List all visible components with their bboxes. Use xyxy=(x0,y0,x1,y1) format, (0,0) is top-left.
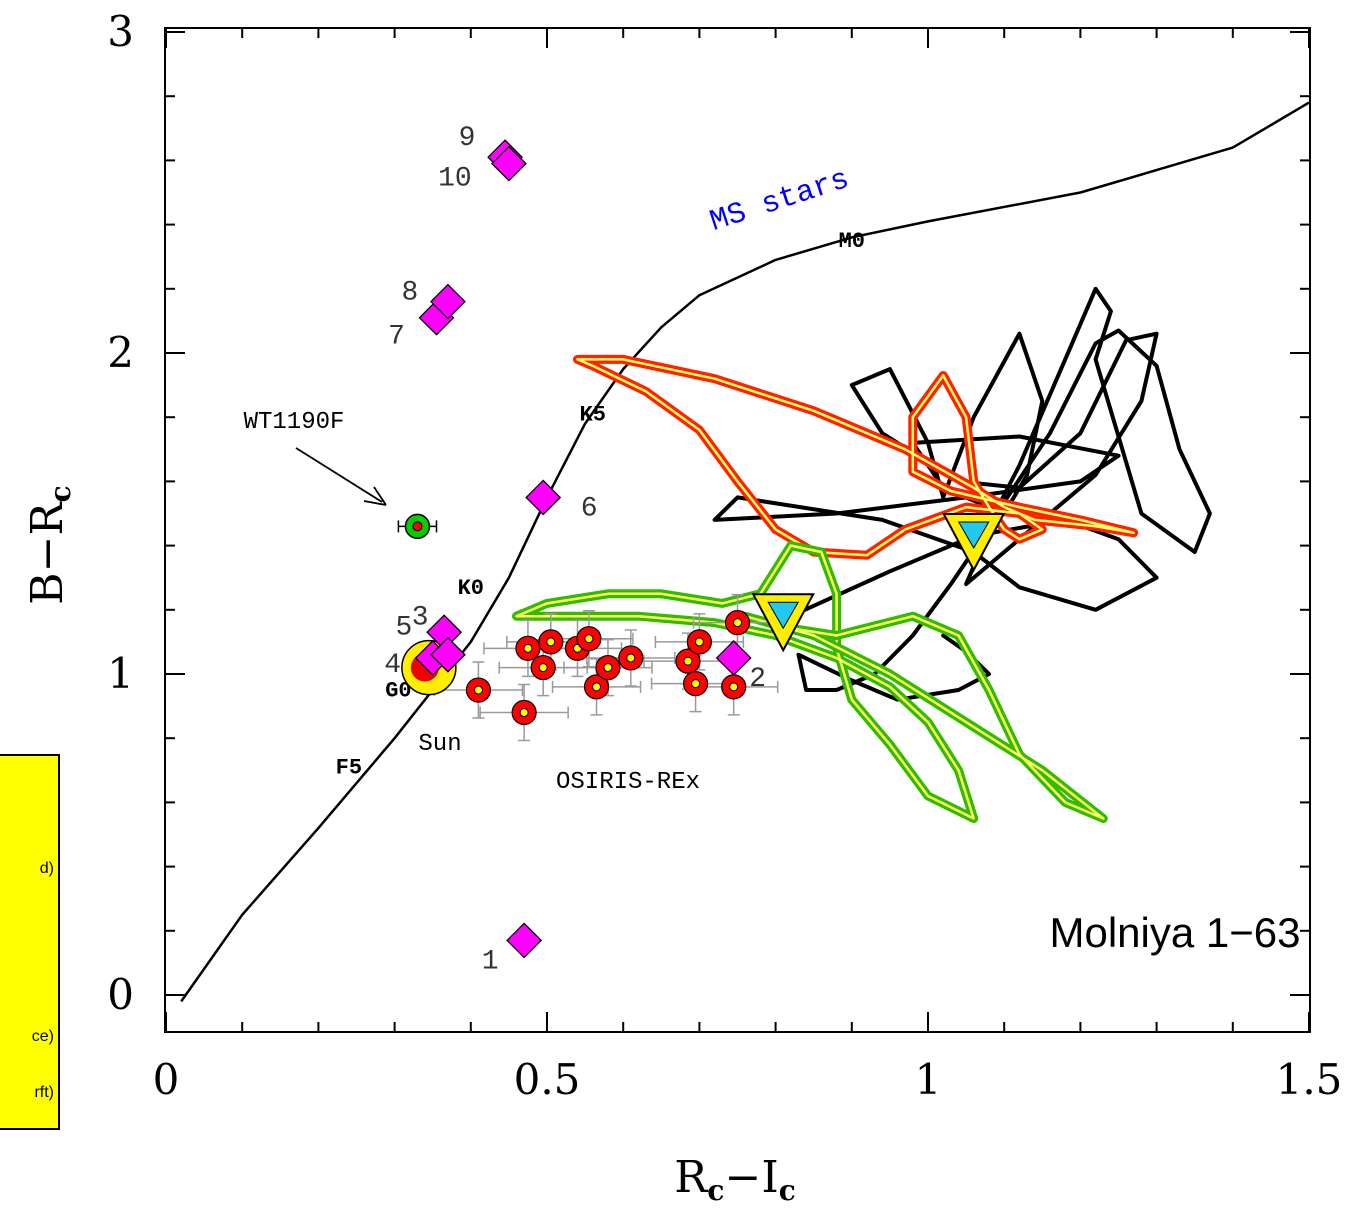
target-number-label: 4 xyxy=(384,650,401,681)
wt1190f-arrow-head xyxy=(363,486,387,506)
osiris-point-center xyxy=(733,618,742,628)
y-tick-label: 3 xyxy=(107,7,134,56)
chart-title: Molniya 1−63 xyxy=(1050,909,1301,956)
osiris-rex-label: OSIRIS-REx xyxy=(556,769,700,796)
legend-line: ce) xyxy=(31,1028,54,1045)
target-diamond xyxy=(490,145,527,182)
spectral-type-label: K0 xyxy=(458,576,484,601)
y-label-b: R xyxy=(22,500,73,535)
x-axis-label: Rc−Ic xyxy=(674,1152,796,1207)
target-diamond xyxy=(506,922,543,959)
x-label-a: R xyxy=(674,1152,709,1203)
target-number-label: 6 xyxy=(581,493,598,524)
osiris-point-center xyxy=(519,708,529,718)
triangle-marker-inner xyxy=(767,601,800,630)
main-sequence-line xyxy=(180,101,1310,1003)
target-markers xyxy=(295,139,1006,959)
target-diamond xyxy=(715,640,752,676)
osiris-point-center xyxy=(546,637,556,647)
red-track-inner xyxy=(576,358,1135,557)
x-tick-label: 1 xyxy=(915,1055,942,1104)
spectral-type-label: K5 xyxy=(580,402,606,427)
target-number-label: 7 xyxy=(388,322,405,353)
legend-line: d) xyxy=(39,860,54,877)
target-number-label: 3 xyxy=(412,602,429,633)
green-track-inner xyxy=(515,544,975,820)
osiris-point-center xyxy=(538,663,548,673)
green-track-tail-inner xyxy=(743,614,1105,820)
y-label-a: B xyxy=(22,572,73,604)
target-diamond xyxy=(430,636,466,673)
spectral-type-label: M0 xyxy=(839,229,865,254)
legend-box: d) ce) rft) xyxy=(0,754,60,1130)
wt1190f-arrow xyxy=(295,447,383,503)
x-label-op: − xyxy=(724,1152,761,1203)
osiris-point-center xyxy=(694,637,704,647)
osiris-point-center xyxy=(626,653,636,663)
osiris-point-center xyxy=(584,634,594,644)
target-diamond xyxy=(430,283,466,320)
x-label-b-sub: c xyxy=(779,1174,796,1207)
lightcurve-tracks xyxy=(512,286,1212,823)
x-label-a-sub: c xyxy=(707,1174,724,1207)
target-number-label: 1 xyxy=(482,946,499,977)
osiris-point-center xyxy=(603,663,613,673)
axis-ticks: 0 0.5 1 1.5 0 1 2 3 xyxy=(107,7,1342,1104)
x-tick-label: 0 xyxy=(153,1055,180,1104)
black-track xyxy=(712,286,1212,702)
y-label-op: − xyxy=(22,535,73,572)
osiris-point-center xyxy=(729,682,739,692)
osiris-point-center xyxy=(592,682,602,692)
spectral-type-label: F5 xyxy=(336,756,362,781)
target-diamond xyxy=(525,479,562,516)
target-number-label: 9 xyxy=(459,123,476,154)
osiris-point-center xyxy=(683,656,693,666)
x-label-b: I xyxy=(761,1152,778,1203)
osiris-point-center xyxy=(523,643,533,653)
chart-labels: 1 2 34 5 6 7 8 9 10 xyxy=(384,123,766,977)
plot-frame xyxy=(164,27,1311,1033)
y-axis-label: B−Rc xyxy=(22,485,77,604)
y-tick-label: 1 xyxy=(107,649,134,698)
ms-stars-label: MS stars xyxy=(706,163,853,240)
y-label-b-sub: c xyxy=(44,485,77,502)
x-tick-label: 1.5 xyxy=(1276,1055,1343,1104)
target-number-label: 10 xyxy=(438,164,472,195)
wt1190f-marker-center xyxy=(412,521,423,532)
y-tick-label: 2 xyxy=(107,328,134,377)
x-tick-label: 0.5 xyxy=(514,1055,581,1104)
y-tick-label: 0 xyxy=(107,970,134,1019)
legend-line: rft) xyxy=(34,1084,54,1101)
plot-border xyxy=(164,27,1311,1033)
target-number-label: 8 xyxy=(402,278,419,309)
svg-text:B−Rc: B−Rc xyxy=(22,485,77,604)
osiris-point-center xyxy=(473,685,483,695)
svg-text:Rc−Ic: Rc−Ic xyxy=(674,1152,796,1207)
target-number-label: 5 xyxy=(396,613,413,644)
triangle-marker-inner xyxy=(957,521,990,549)
osiris-point-center xyxy=(691,679,701,689)
wt1190f-label: WT1190F xyxy=(244,409,345,436)
target-number-label: 2 xyxy=(749,664,766,695)
osiris-rex-points xyxy=(433,593,783,742)
sun-label: Sun xyxy=(418,731,461,758)
